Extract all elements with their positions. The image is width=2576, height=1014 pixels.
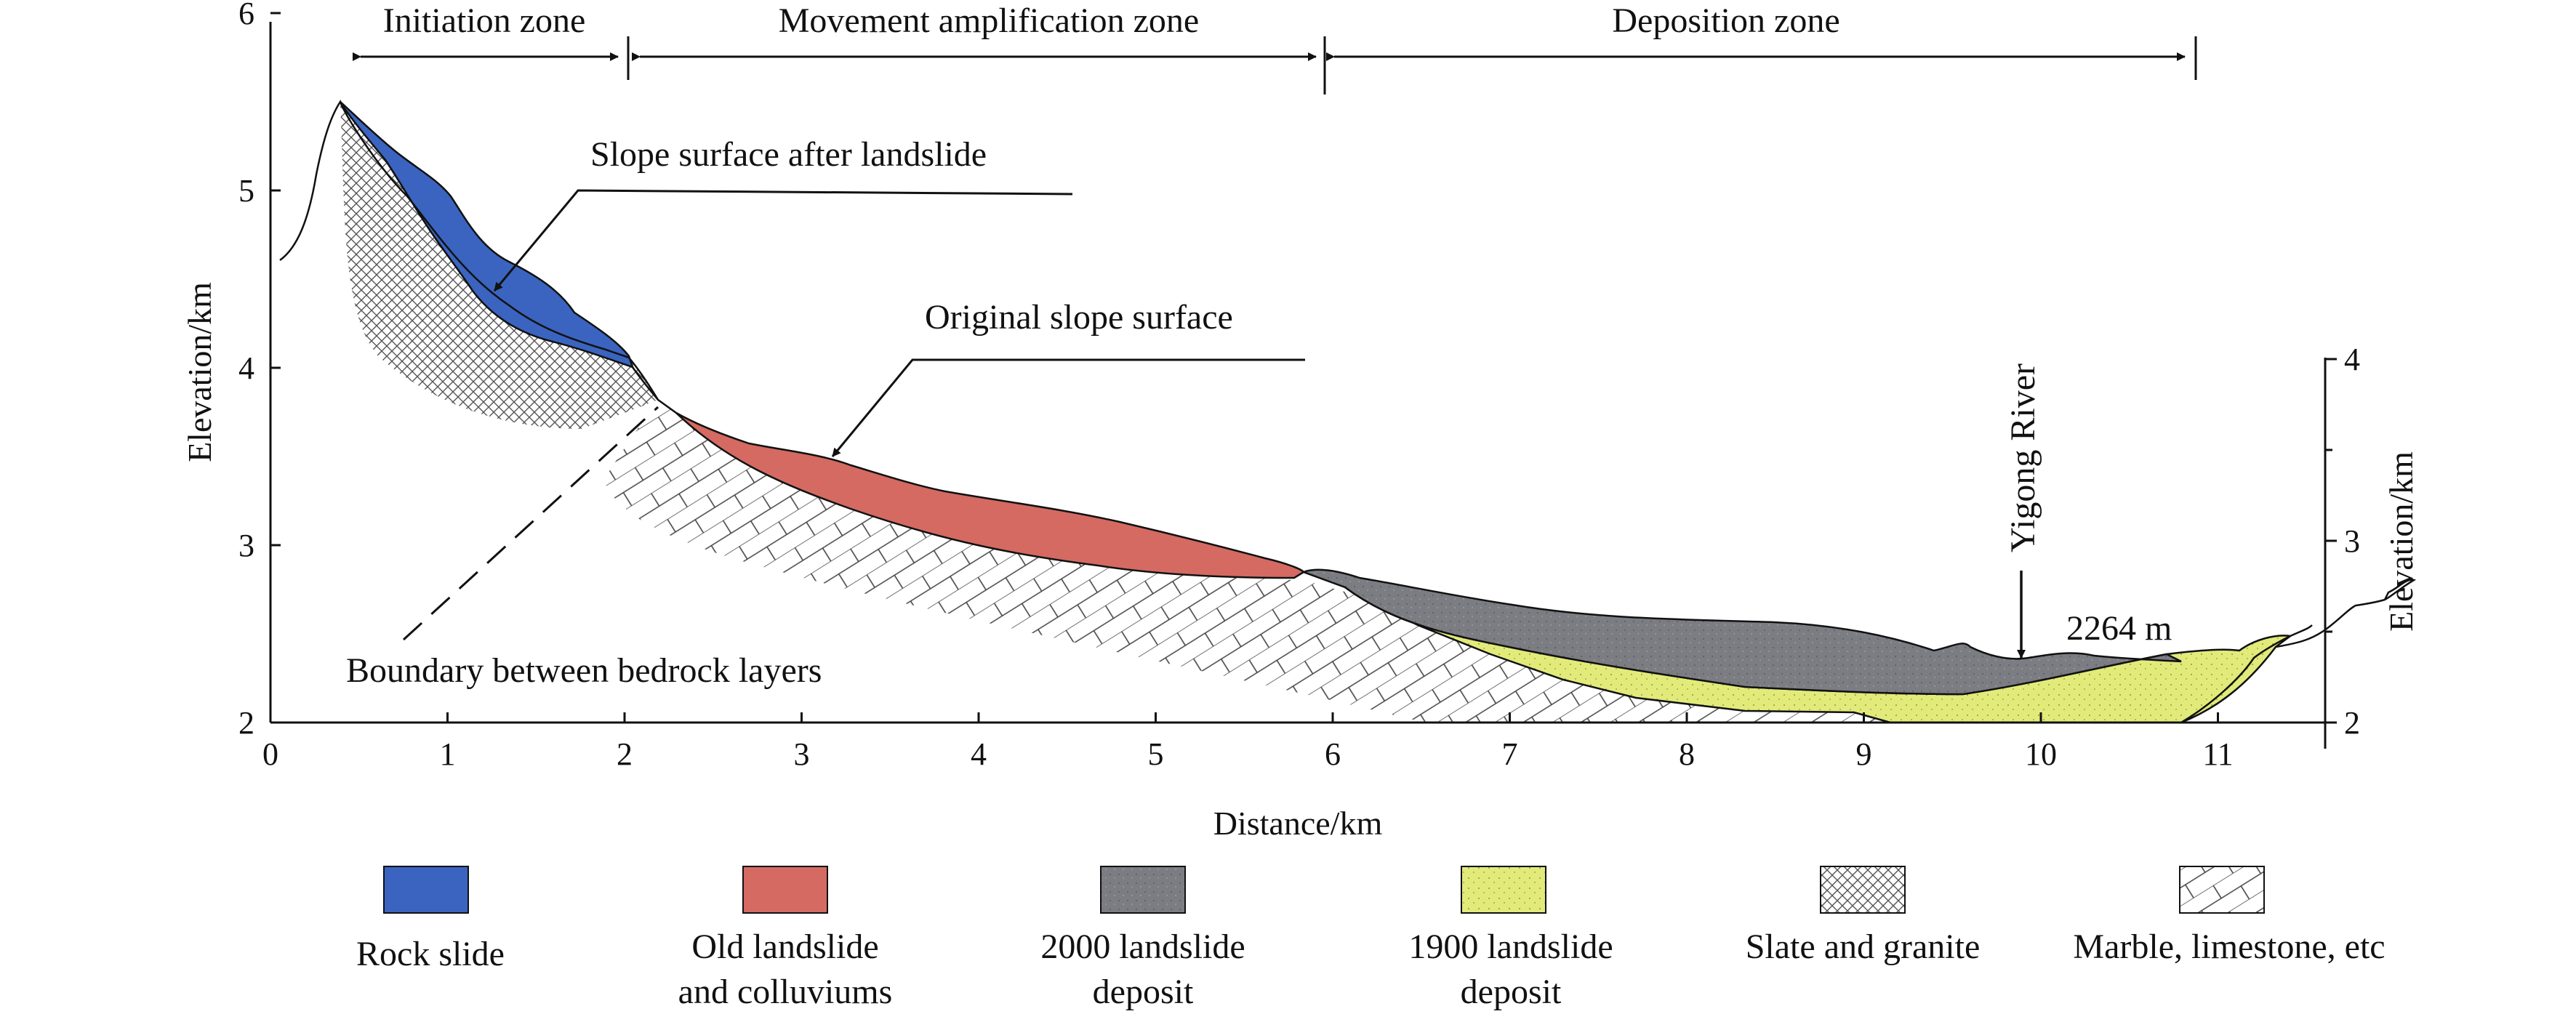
legend-label-1900-deposit-2: deposit <box>1461 973 1562 1011</box>
legend-item-slate-granite: Slate and granite <box>1746 866 1981 966</box>
annotations: Slope surface after landslide Original s… <box>346 135 2172 690</box>
legend-swatch-2000-deposit <box>1100 866 1186 914</box>
old-landslide-fill <box>675 411 1305 579</box>
right-valley-line <box>2180 624 2313 724</box>
y-right-tick-label: 4 <box>2344 342 2360 377</box>
x-tick-label: 2 <box>617 736 633 772</box>
slope-profiles <box>279 100 2417 724</box>
y-left-tick-label: 4 <box>238 350 254 386</box>
x-tick-label: 8 <box>1679 736 1695 772</box>
marble-limestone-body <box>603 400 1927 723</box>
x-tick-label: 10 <box>2025 736 2057 772</box>
y-ticks-right: 2 3 4 <box>2325 342 2360 741</box>
legend-item-1900-deposit: 1900 landslide deposit <box>1408 866 1613 1011</box>
legend-label-slate-granite: Slate and granite <box>1746 928 1981 966</box>
x-tick-label: 11 <box>2202 736 2233 772</box>
original-slope-surface-line <box>279 100 677 414</box>
leader-slope-after <box>493 189 1073 291</box>
legend-item-rock-slide: Rock slide <box>356 866 505 973</box>
axes: 0 1 2 3 4 5 6 7 8 9 10 11 2 3 4 5 6 2 3 4 Distance/km Ele… <box>181 0 2420 842</box>
legend-item-marble-limestone: Marble, limestone, etc <box>2073 866 2386 966</box>
annotation-original-slope: Original slope surface <box>925 298 1233 337</box>
y-axis-left-title: Elevation/km <box>181 282 218 462</box>
y-left-tick-label: 3 <box>238 528 254 563</box>
zone-label-initiation: Initiation zone <box>383 1 586 40</box>
annotation-river-elev: 2264 m <box>2066 609 2172 648</box>
annotation-river: Yigong River <box>2004 363 2042 552</box>
y-axis-right-title: Elevation/km <box>2383 451 2420 632</box>
annotation-boundary: Boundary between bedrock layers <box>346 651 822 690</box>
legend-label-old-landslide-2: and colluviums <box>678 973 893 1011</box>
y-right-tick-label: 3 <box>2344 523 2360 559</box>
x-tick-label: 3 <box>794 736 810 772</box>
geology-layers <box>339 101 2293 724</box>
leader-original-slope <box>831 358 1305 457</box>
legend-label-2000-deposit-1: 2000 landslide <box>1040 928 1245 966</box>
x-tick-label: 1 <box>440 736 456 772</box>
legend: Rock slide Old landslide and colluviums … <box>356 866 2386 1011</box>
y-left-tick-label: 5 <box>238 173 254 209</box>
deposit-2000-fill <box>1301 568 2182 696</box>
legend-label-old-landslide-1: Old landslide <box>691 928 878 966</box>
x-tick-label: 5 <box>1148 736 1164 772</box>
legend-swatch-rock-slide <box>383 866 469 914</box>
y-ticks-left: 2 3 4 5 6 <box>238 0 281 741</box>
x-tick-label: 9 <box>1856 736 1872 772</box>
legend-item-2000-deposit: 2000 landslide deposit <box>1040 866 1245 1011</box>
boundary-dashed-line <box>402 406 659 641</box>
legend-item-old-landslide: Old landslide and colluviums <box>678 866 893 1011</box>
zone-label-deposition: Deposition zone <box>1612 1 1839 40</box>
y-left-tick-label: 6 <box>238 0 254 31</box>
zone-label-movement: Movement amplification zone <box>779 1 1199 40</box>
legend-swatch-marble-limestone <box>2179 866 2265 914</box>
x-ticks: 0 1 2 3 4 5 6 7 8 9 10 11 <box>262 712 2234 772</box>
legend-swatch-1900-deposit <box>1461 866 1546 914</box>
y-right-tick-label: 2 <box>2344 705 2360 741</box>
x-tick-label: 4 <box>971 736 987 772</box>
legend-swatch-old-landslide <box>742 866 828 914</box>
legend-swatch-slate-granite <box>1820 866 1906 914</box>
y-left-tick-label: 2 <box>238 705 254 741</box>
x-tick-label: 0 <box>262 736 278 772</box>
annotation-slope-after: Slope surface after landslide <box>590 135 987 174</box>
x-axis-title: Distance/km <box>1213 805 1383 842</box>
x-tick-label: 7 <box>1502 736 1518 772</box>
legend-label-2000-deposit-2: deposit <box>1093 973 1194 1011</box>
legend-label-marble-limestone: Marble, limestone, etc <box>2073 928 2385 966</box>
zone-arrows: Initiation zone Movement amplification z… <box>353 1 2197 94</box>
post-slide-surface-line <box>631 366 2417 648</box>
legend-label-1900-deposit-1: 1900 landslide <box>1408 928 1613 966</box>
x-tick-label: 6 <box>1325 736 1341 772</box>
legend-label-rock-slide: Rock slide <box>356 935 505 973</box>
